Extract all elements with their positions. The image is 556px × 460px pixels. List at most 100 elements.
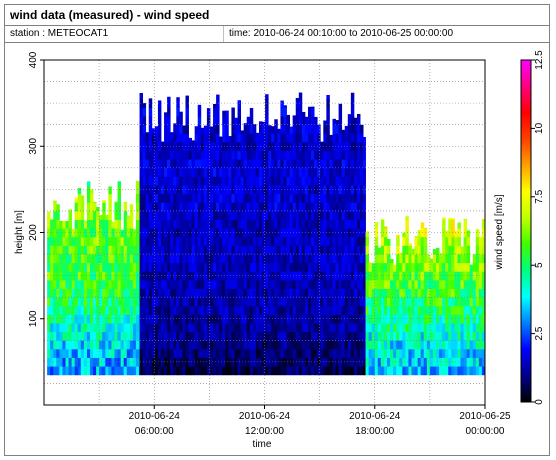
heatmap-cell <box>86 271 91 281</box>
heatmap-cell <box>185 279 189 289</box>
heatmap-cell <box>329 167 333 177</box>
heatmap-cell <box>145 210 150 220</box>
heatmap-cell <box>481 236 486 246</box>
heatmap-cell <box>99 215 103 220</box>
heatmap-cell <box>393 323 397 333</box>
heatmap-cell <box>59 357 63 367</box>
heatmap-cell <box>445 340 449 350</box>
heatmap-cell <box>142 133 147 143</box>
heatmap-cell <box>417 279 422 289</box>
heatmap-cell <box>126 279 131 289</box>
heatmap-cell <box>99 331 103 341</box>
heatmap-cell <box>317 262 321 272</box>
heatmap-cell <box>451 288 455 298</box>
heatmap-cell <box>360 314 364 324</box>
heatmap-cell <box>417 297 422 307</box>
heatmap-cell <box>160 141 165 151</box>
heatmap-cell <box>83 254 88 264</box>
heatmap-cell <box>90 305 94 315</box>
heatmap-cell <box>117 366 122 376</box>
heatmap-cell <box>200 219 205 229</box>
heatmap-cell <box>329 366 333 376</box>
heatmap-cell <box>363 331 366 341</box>
heatmap-cell <box>426 279 431 289</box>
heatmap-cell <box>216 366 220 376</box>
heatmap-cell <box>301 245 306 255</box>
heatmap-cell <box>225 254 229 264</box>
heatmap-cell <box>139 271 144 281</box>
heatmap-cell <box>219 228 223 238</box>
heatmap-cell <box>185 357 189 367</box>
heatmap-cell <box>93 340 97 350</box>
heatmap-cell <box>466 236 471 246</box>
heatmap-cell <box>154 150 159 160</box>
heatmap-cell <box>83 323 88 333</box>
heatmap-cell <box>142 202 147 212</box>
colorbar-tick-label: 10 <box>534 122 545 134</box>
heatmap-cell <box>86 228 91 238</box>
heatmap-cell <box>341 357 346 367</box>
heatmap-cell <box>209 245 214 255</box>
heatmap-cell <box>326 271 330 281</box>
heatmap-cell <box>436 247 440 255</box>
heatmap-cell <box>344 141 349 151</box>
heatmap-cell <box>197 271 202 281</box>
heatmap-cell <box>353 159 358 169</box>
heatmap-cell <box>68 271 73 281</box>
heatmap-cell <box>317 210 321 220</box>
heatmap-cell <box>298 124 303 134</box>
heatmap-cell <box>353 279 358 289</box>
heatmap-cell <box>252 279 257 289</box>
heatmap-cell <box>469 305 474 315</box>
heatmap-cell <box>197 228 202 238</box>
heatmap-cell <box>380 305 385 315</box>
heatmap-cell <box>102 305 106 315</box>
heatmap-cell <box>347 323 352 333</box>
heatmap-cell <box>335 245 340 255</box>
heatmap-cell <box>179 288 183 298</box>
heatmap-cell <box>298 271 303 281</box>
heatmap-cell <box>420 297 425 307</box>
heatmap-cell <box>258 262 263 272</box>
heatmap-cell <box>350 116 355 126</box>
heatmap-cell <box>237 279 242 289</box>
heatmap-cell <box>329 271 333 281</box>
heatmap-cell <box>426 297 431 307</box>
heatmap-cell <box>314 185 318 195</box>
heatmap-cell <box>151 288 156 298</box>
heatmap-cell <box>176 193 180 203</box>
heatmap-cell <box>258 176 263 186</box>
heatmap-cell <box>111 236 115 246</box>
heatmap-cell <box>213 271 217 281</box>
heatmap-cell <box>380 219 385 220</box>
heatmap-cell <box>338 107 343 117</box>
heatmap-cell <box>255 279 260 289</box>
heatmap-cell <box>151 202 156 212</box>
heatmap-cell <box>307 366 312 376</box>
heatmap-cell <box>234 133 238 143</box>
heatmap-cell <box>472 314 477 324</box>
heatmap-cell <box>139 150 144 160</box>
heatmap-cell <box>439 262 443 272</box>
heatmap-cell <box>472 279 477 289</box>
header-divider-bottom <box>5 42 549 43</box>
heatmap-cell <box>139 340 140 350</box>
heatmap-cell <box>311 314 315 324</box>
heatmap-cell <box>323 202 327 212</box>
heatmap-cell <box>231 219 235 229</box>
heatmap-cell <box>335 323 340 333</box>
heatmap-cell <box>182 331 186 341</box>
heatmap-cell <box>142 176 147 186</box>
heatmap-cell <box>102 228 106 238</box>
heatmap-cell <box>405 236 409 246</box>
heatmap-cell <box>262 340 266 350</box>
heatmap-cell <box>225 323 229 333</box>
heatmap-cell <box>62 357 66 367</box>
heatmap-cell <box>173 167 177 177</box>
heatmap-cell <box>350 228 355 238</box>
heatmap-cell <box>145 132 150 134</box>
heatmap-cell <box>262 150 266 160</box>
heatmap-cell <box>356 150 361 160</box>
heatmap-cell <box>350 219 355 229</box>
